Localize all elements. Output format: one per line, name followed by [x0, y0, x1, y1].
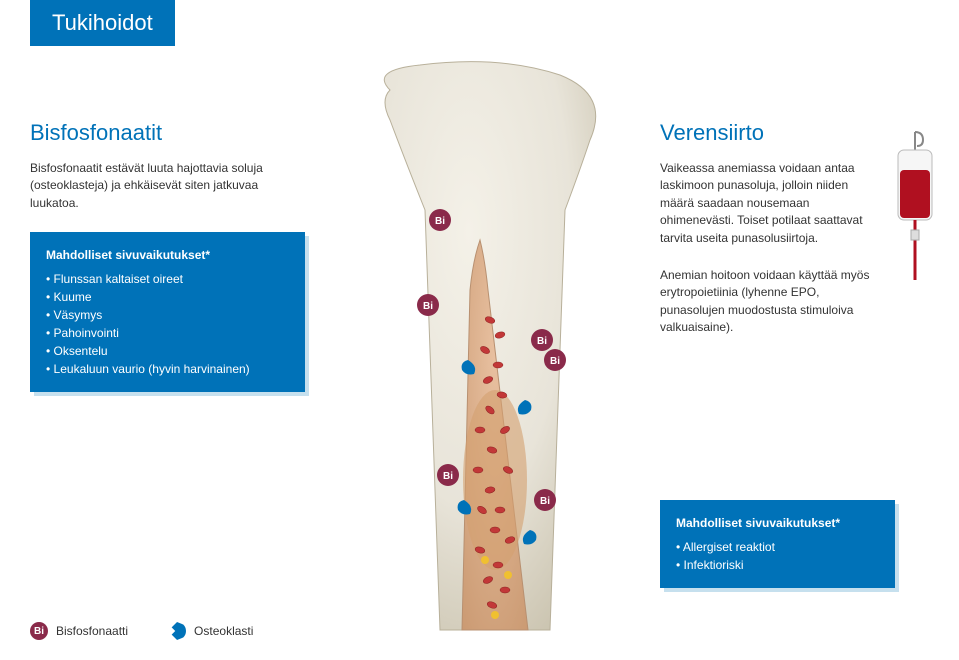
svg-text:Bi: Bi — [443, 471, 453, 482]
bisphosphonates-heading: Bisfosfonaatit — [30, 120, 305, 146]
legend-osteo-label: Osteoklasti — [194, 624, 253, 638]
side-effect-item: Oksentelu — [46, 342, 289, 360]
legend-item-osteoclast: Osteoklasti — [168, 622, 253, 640]
svg-text:Bi: Bi — [537, 336, 547, 347]
right-column: Verensiirto Vaikeassa anemiassa voidaan … — [660, 120, 875, 357]
side-effects-box-right: Mahdolliset sivuvaikutukset* Allergiset … — [660, 500, 895, 588]
side-effect-item: Leukaluun vaurio (hyvin harvinainen) — [46, 360, 289, 378]
bi-icon: Bi — [30, 622, 48, 640]
transfusion-para1: Vaikeassa anemiassa voidaan antaa laskim… — [660, 160, 875, 247]
side-effect-item: Flunssan kaltaiset oireet — [46, 270, 289, 288]
left-column: Bisfosfonaatit Bisfosfonaatit estävät lu… — [30, 120, 305, 392]
transfusion-heading: Verensiirto — [660, 120, 875, 146]
side-effects-title-right: Mahdolliset sivuvaikutukset* — [676, 514, 879, 532]
side-effect-item: Pahoinvointi — [46, 324, 289, 342]
bone-illustration: Bi Bi Bi Bi Bi Bi — [330, 60, 640, 640]
side-effect-item: Kuume — [46, 288, 289, 306]
osteoclast-icon — [168, 622, 186, 640]
legend-item-bi: Bi Bisfosfonaatti — [30, 622, 128, 640]
bisphosphonates-intro: Bisfosfonaatit estävät luuta hajottavia … — [30, 160, 305, 212]
side-effects-list-left: Flunssan kaltaiset oireet Kuume Väsymys … — [46, 270, 289, 378]
side-effect-item: Allergiset reaktiot — [676, 538, 879, 556]
svg-text:Bi: Bi — [540, 496, 550, 507]
side-effects-list-right: Allergiset reaktiot Infektioriski — [676, 538, 879, 574]
bi-icon-label: Bi — [34, 626, 44, 637]
side-effect-item: Väsymys — [46, 306, 289, 324]
svg-text:Bi: Bi — [435, 216, 445, 227]
transfusion-para2: Anemian hoitoon voidaan käyttää myös ery… — [660, 267, 875, 337]
page-title: Tukihoidot — [52, 10, 153, 35]
side-effects-title-left: Mahdolliset sivuvaikutukset* — [46, 246, 289, 264]
svg-text:Bi: Bi — [423, 301, 433, 312]
legend-bi-label: Bisfosfonaatti — [56, 624, 128, 638]
side-effects-box-left: Mahdolliset sivuvaikutukset* Flunssan ka… — [30, 232, 305, 392]
iv-bag-illustration — [890, 130, 940, 280]
page-title-bar: Tukihoidot — [30, 0, 175, 46]
svg-text:Bi: Bi — [550, 356, 560, 367]
legend: Bi Bisfosfonaatti Osteoklasti — [30, 622, 253, 640]
side-effects-box-right-wrapper: Mahdolliset sivuvaikutukset* Allergiset … — [660, 500, 895, 588]
side-effect-item: Infektioriski — [676, 556, 879, 574]
